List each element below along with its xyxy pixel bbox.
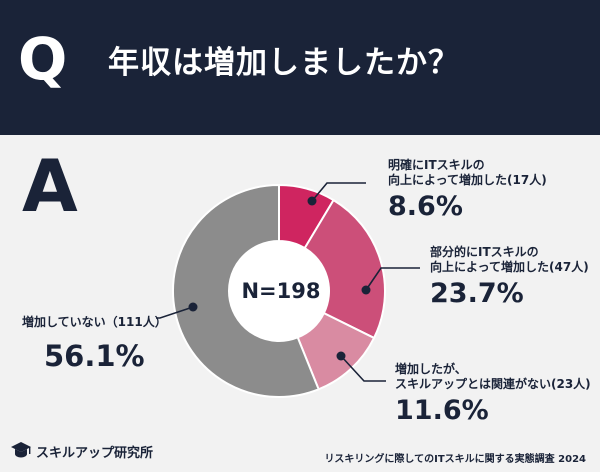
slice-percent: 23.7%: [430, 278, 524, 309]
leader-dot: [336, 351, 346, 361]
leader-line: [156, 306, 194, 319]
sample-size-label: N=198: [241, 279, 321, 303]
slice-name-line: 増加したが、: [395, 362, 467, 376]
answer-letter: A: [22, 144, 78, 228]
leader-dot: [188, 302, 198, 312]
brand-logo: スキルアップ研究所: [10, 440, 153, 462]
question-title: 年収は増加しましたか？: [108, 45, 460, 81]
slice-label-no-increase: 増加していない（111人） 56.1%: [22, 315, 167, 374]
header-band: Q 年収は増加しましたか？: [0, 0, 600, 135]
slice-label-explicit-increase: 明確にITスキルの 向上によって増加した(17人) 8.6%: [388, 158, 547, 224]
slice-label-unrelated-increase: 増加したが、 スキルアップとは関連がない(23人) 11.6%: [395, 362, 591, 428]
slice-percent: 11.6%: [395, 395, 489, 426]
leader-line: [365, 267, 420, 291]
donut-hole: [229, 241, 329, 341]
leader-line: [340, 355, 386, 382]
brand-name: スキルアップ研究所: [36, 445, 154, 461]
graduation-cap-icon: [11, 442, 31, 458]
slice-name-line: スキルアップとは関連がない(23人): [395, 377, 591, 391]
slice-percent: 8.6%: [388, 191, 463, 222]
slice-name-line: 向上によって増加した(17人): [388, 173, 547, 187]
leader-dot: [307, 196, 317, 206]
slice-name-line: 明確にITスキルの: [388, 158, 485, 172]
question-letter: Q: [18, 25, 68, 93]
leader-line: [311, 182, 366, 202]
leader-dot: [361, 285, 371, 295]
survey-source-note: リスキリングに際してのITスキルに関する実態調査 2024: [324, 454, 586, 465]
slice-name-line: 増加していない（111人）: [22, 315, 167, 329]
slice-name-line: 部分的にITスキルの: [430, 245, 539, 259]
slice-percent: 56.1%: [44, 339, 145, 373]
slice-name-line: 向上によって増加した(47人): [430, 260, 589, 274]
slice-label-partial-increase: 部分的にITスキルの 向上によって増加した(47人) 23.7%: [430, 245, 589, 311]
